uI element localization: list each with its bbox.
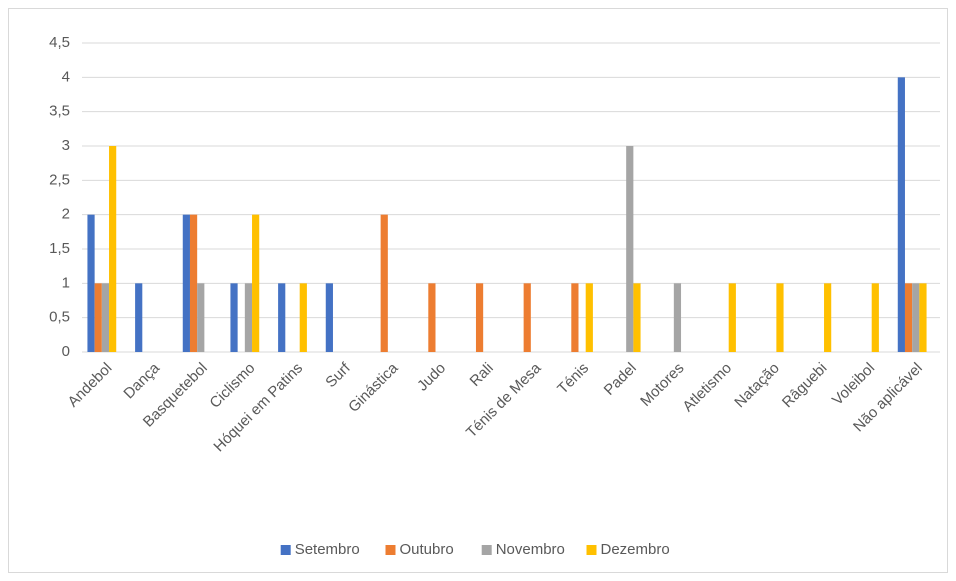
legend-label: Outubro: [400, 541, 454, 558]
bar: [824, 283, 832, 352]
bar: [904, 283, 913, 352]
y-tick-label: 0: [62, 343, 70, 360]
bar: [919, 283, 927, 352]
bar: [380, 214, 388, 352]
bar: [230, 283, 238, 352]
legend-swatch: [481, 545, 492, 555]
legend-label: Novembro: [496, 541, 565, 558]
bar: [182, 214, 190, 352]
bar: [299, 283, 307, 352]
legend-swatch: [586, 545, 597, 555]
legend-swatch: [280, 545, 291, 555]
y-tick-label: 3,5: [49, 103, 70, 120]
bar: [278, 283, 286, 352]
bar: [871, 283, 879, 352]
bar: [585, 283, 593, 352]
bar: [626, 146, 634, 352]
bar: [325, 283, 333, 352]
y-tick-label: 4: [62, 68, 70, 85]
y-tick-label: 1,5: [49, 240, 70, 257]
bar: [197, 283, 205, 352]
bar: [252, 214, 260, 352]
legend-label: Dezembro: [601, 541, 670, 558]
bar: [776, 283, 784, 352]
bar: [189, 214, 198, 352]
y-tick-label: 4,5: [49, 34, 70, 51]
bar: [101, 283, 110, 352]
bar: [912, 283, 920, 352]
bar: [633, 283, 641, 352]
bar: [109, 146, 117, 352]
y-tick-label: 0,5: [49, 309, 70, 326]
bar: [571, 283, 579, 352]
bar: [244, 283, 253, 352]
y-tick-label: 1: [62, 274, 70, 291]
bar: [523, 283, 531, 352]
bar: [475, 283, 484, 352]
legend-label: Setembro: [295, 541, 360, 558]
bar: [135, 283, 143, 352]
bar: [673, 283, 682, 352]
bar: [87, 214, 95, 352]
legend-swatch: [385, 545, 396, 555]
bar: [94, 283, 102, 352]
y-tick-label: 2,5: [49, 171, 70, 188]
y-tick-label: 2: [62, 206, 70, 223]
bar: [728, 283, 736, 352]
bar: [897, 77, 905, 352]
y-tick-label: 3: [62, 137, 70, 154]
bar: [428, 283, 436, 352]
